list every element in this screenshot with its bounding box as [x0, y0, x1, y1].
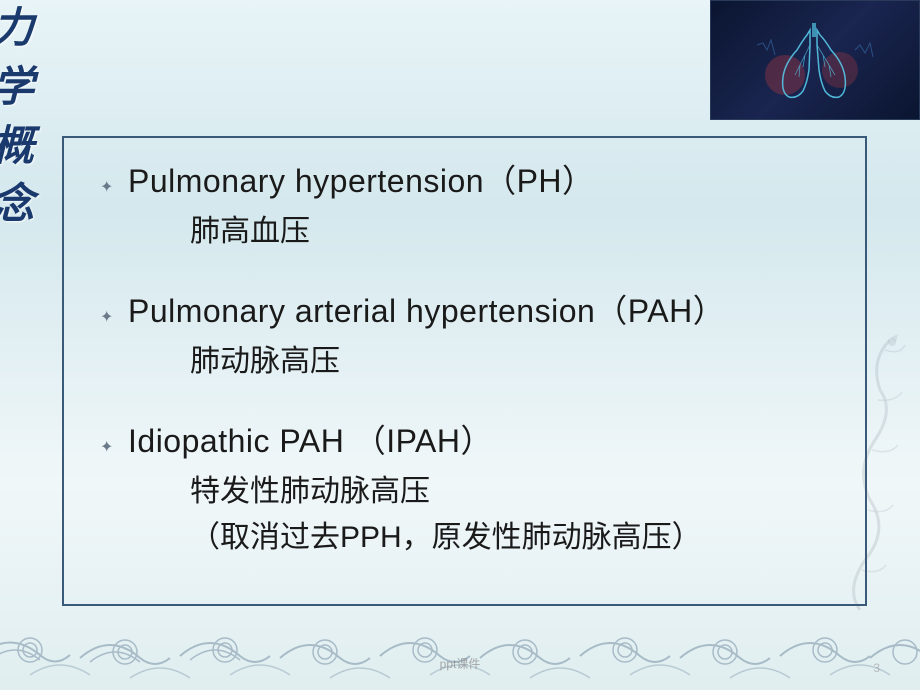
- title-char-2: 学: [0, 59, 34, 118]
- term-english-ipah: Idiopathic PAH （IPAH）: [128, 416, 493, 462]
- term-english-ph: Pulmonary hypertension（PH）: [128, 156, 595, 202]
- page-number: 3: [873, 661, 880, 675]
- term-english-pah: Pulmonary arterial hypertension（PAH）: [128, 286, 725, 332]
- wave-decoration: [0, 600, 920, 690]
- term-chinese-ph: 肺高血压: [190, 206, 833, 250]
- title-char-3: 概: [0, 118, 34, 177]
- title-char-4: 念: [0, 176, 34, 235]
- left-vertical-title: 力 学 概 念: [0, 0, 48, 300]
- bullet-icon: ✦: [100, 307, 128, 327]
- lung-medical-image: [710, 0, 920, 120]
- lung-icon: [755, 15, 875, 105]
- term-chinese-ipah: 特发性肺动脉高压: [190, 466, 833, 510]
- content-box: ✦ Pulmonary hypertension（PH） 肺高血压 ✦ Pulm…: [62, 136, 867, 606]
- term-item-pah: ✦ Pulmonary arterial hypertension（PAH） 肺…: [100, 286, 833, 380]
- term-chinese-pah: 肺动脉高压: [190, 336, 833, 380]
- term-note-ipah: （取消过去PPH，原发性肺动脉高压）: [190, 512, 833, 556]
- title-char-1: 力: [0, 0, 34, 59]
- term-item-ipah: ✦ Idiopathic PAH （IPAH） 特发性肺动脉高压 （取消过去PP…: [100, 416, 833, 556]
- term-item-ph: ✦ Pulmonary hypertension（PH） 肺高血压: [100, 156, 833, 250]
- bullet-icon: ✦: [100, 437, 128, 457]
- watermark-text: ppt课件: [440, 655, 481, 672]
- bullet-icon: ✦: [100, 177, 128, 197]
